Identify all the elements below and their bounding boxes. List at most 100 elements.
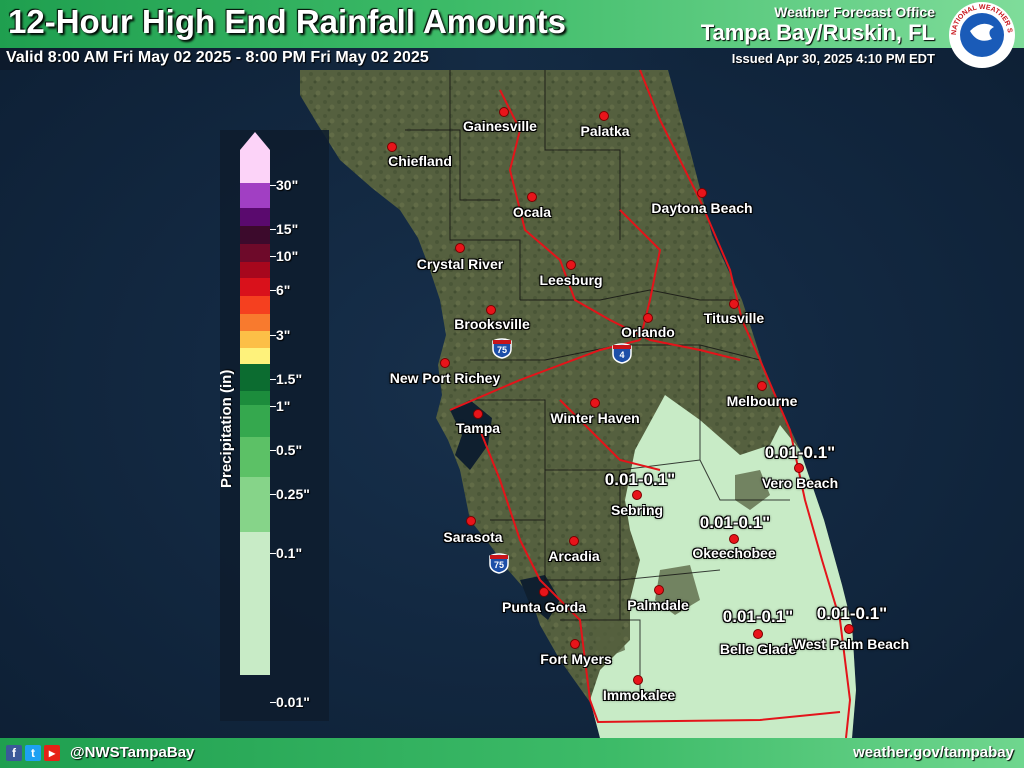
legend-tick [270, 185, 276, 186]
legend-swatch [240, 314, 270, 331]
city-label: Sarasota [443, 529, 503, 545]
legend-swatch [240, 437, 270, 477]
city-marker [633, 675, 643, 685]
rainfall-amount-label: 0.01-0.1" [816, 604, 888, 623]
city-label: Sebring [610, 502, 664, 518]
city-label: Titusville [703, 310, 765, 326]
social-handle[interactable]: @NWSTampaBay [70, 744, 195, 761]
city-marker [387, 142, 397, 152]
city-marker [440, 358, 450, 368]
legend-tick [270, 379, 276, 380]
interstate-number: 75 [497, 345, 507, 355]
city-marker [599, 111, 609, 121]
legend-label: 1.5" [276, 371, 303, 387]
city-label: Belle Glade [719, 641, 797, 657]
nws-logo: NATIONAL WEATHER SERVICE [942, 1, 1015, 68]
city-marker [753, 629, 763, 639]
city-label: Vero Beach [761, 475, 839, 491]
rainfall-amount-label: 0.01-0.1" [722, 607, 794, 626]
legend-tick [270, 406, 276, 407]
city-marker [729, 299, 739, 309]
city-label: Palmdale [627, 597, 689, 613]
page-title: 12-Hour High End Rainfall Amounts [8, 3, 566, 40]
legend-title: Precipitation (in) [218, 369, 235, 488]
legend-label: 0.5" [276, 442, 303, 458]
interstate-number: 4 [619, 350, 624, 360]
city-marker [569, 536, 579, 546]
office-label: Weather Forecast Office [774, 4, 935, 20]
interstate-shield: 4 [612, 343, 632, 364]
legend-label: 3" [276, 327, 291, 343]
city-label: New Port Richey [389, 370, 501, 386]
city-label: Leesburg [539, 272, 603, 288]
website-link[interactable]: weather.gov/tampabay [853, 744, 1014, 761]
city-label: Chiefland [388, 153, 452, 169]
city-marker [570, 639, 580, 649]
city-marker [643, 313, 653, 323]
legend-label: 0.01" [276, 694, 310, 710]
legend-label: 15" [276, 221, 299, 237]
legend-label: 10" [276, 248, 299, 264]
facebook-icon[interactable]: f [6, 745, 22, 761]
city-marker [729, 534, 739, 544]
legend-swatch [240, 405, 270, 437]
charlotte-harbor [520, 575, 560, 620]
legend-swatch [240, 183, 270, 208]
legend-label: 1" [276, 398, 291, 414]
youtube-icon[interactable]: ▸ [44, 745, 60, 761]
twitter-icon[interactable]: t [25, 745, 41, 761]
legend-tick [270, 450, 276, 451]
legend-swatch [240, 477, 270, 532]
legend-swatch [240, 244, 270, 262]
legend-tick [270, 256, 276, 257]
legend: 30" 15" 10" 6" 3" 1.5" 1" 0.5" 0.25" 0.1" 0.01" Pre… [218, 130, 329, 721]
office-name: Tampa Bay/Ruskin, FL [700, 20, 935, 45]
city-marker [844, 624, 854, 634]
city-marker [566, 260, 576, 270]
legend-arrow [240, 132, 270, 150]
city-marker [466, 516, 476, 526]
city-label: Arcadia [548, 548, 600, 564]
city-label: Immokalee [602, 687, 676, 703]
rainfall-amount-label: 0.01-0.1" [764, 443, 836, 462]
city-label: Gainesville [463, 118, 537, 134]
legend-tick [270, 290, 276, 291]
interstate-shield: 75 [492, 338, 512, 359]
legend-label: 6" [276, 282, 291, 298]
header-band [0, 0, 1024, 48]
city-marker [590, 398, 600, 408]
legend-swatch [240, 296, 270, 314]
legend-swatch [240, 348, 270, 364]
legend-swatch [240, 150, 270, 183]
city-marker [455, 243, 465, 253]
city-marker [632, 490, 642, 500]
city-marker [697, 188, 707, 198]
legend-tick [270, 702, 276, 703]
legend-label: 0.25" [276, 486, 310, 502]
footer: f t ▸ @NWSTampaBay weather.gov/tampabay [0, 738, 1024, 768]
city-label: Crystal River [416, 256, 504, 272]
city-marker [794, 463, 804, 473]
valid-time: Valid 8:00 AM Fri May 02 2025 - 8:00 PM … [6, 49, 429, 66]
legend-tick [270, 335, 276, 336]
legend-tick [270, 229, 276, 230]
rainfall-amount-label: 0.01-0.1" [699, 513, 771, 532]
city-marker [499, 107, 509, 117]
city-marker [473, 409, 483, 419]
city-label: Winter Haven [550, 410, 640, 426]
city-label: Brooksville [454, 316, 530, 332]
city-marker [486, 305, 496, 315]
legend-swatch [240, 532, 270, 675]
legend-label: 30" [276, 177, 299, 193]
city-marker [757, 381, 767, 391]
city-label: Tampa [455, 420, 501, 436]
city-label: Fort Myers [540, 651, 612, 667]
header: 12-Hour High End Rainfall Amounts Valid … [0, 0, 1024, 70]
legend-tick [270, 494, 276, 495]
city-marker [539, 587, 549, 597]
city-label: Melbourne [726, 393, 798, 409]
interstate-number: 75 [494, 560, 504, 570]
legend-swatch [240, 262, 270, 278]
city-label: Ocala [512, 204, 552, 220]
